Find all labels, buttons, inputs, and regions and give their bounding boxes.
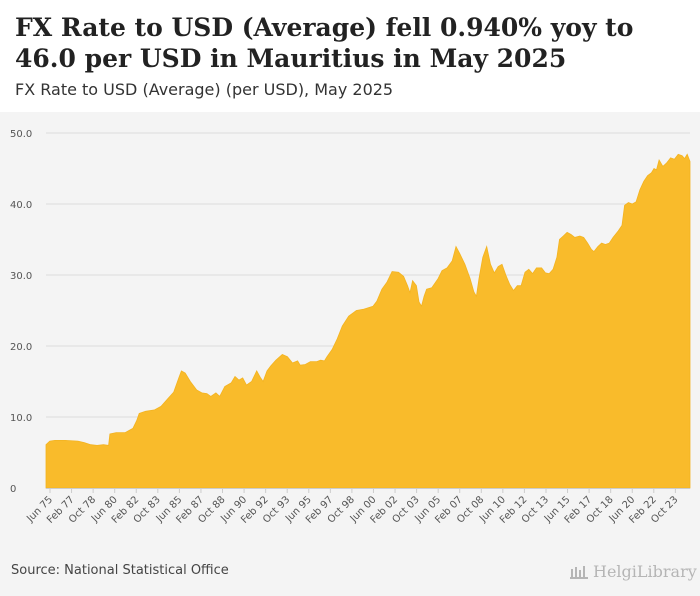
series-area [45, 153, 691, 489]
chart-title: FX Rate to USD (Average) fell 0.940% yoy… [15, 13, 634, 73]
series-area-fill [45, 153, 691, 489]
y-tick-label: 0 [10, 484, 16, 495]
chart-subtitle: FX Rate to USD (Average) (per USD), May … [15, 80, 394, 99]
x-axis [46, 488, 690, 493]
brand-logo: HelgiLibrary [569, 562, 697, 581]
y-tick-label: 50.0 [10, 129, 32, 140]
y-tick-label: 40.0 [10, 200, 32, 211]
brand-name: HelgiLibrary [593, 562, 697, 581]
header: FX Rate to USD (Average) fell 0.940% yoy… [0, 0, 700, 112]
y-tick-label: 10.0 [10, 413, 32, 424]
library-icon [570, 565, 588, 579]
source-note: Source: National Statistical Office [11, 563, 229, 578]
y-tick-label: 30.0 [10, 271, 32, 282]
y-tick-label: 20.0 [10, 342, 32, 353]
y-axis-labels: 0 10.0 20.0 30.0 40.0 50.0 [10, 129, 32, 495]
